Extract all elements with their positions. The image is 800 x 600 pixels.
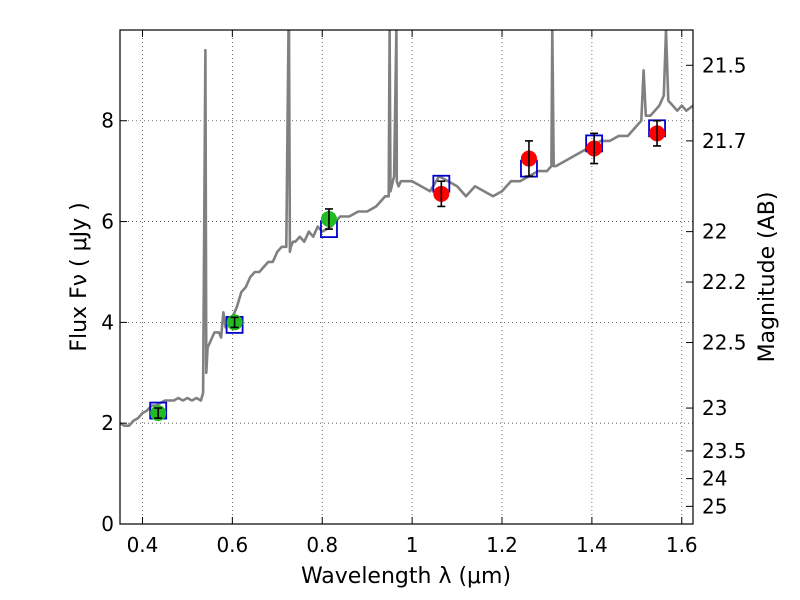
x-tick-label: 1.6 [666, 533, 698, 557]
series-group [120, 30, 693, 428]
right-tick-label: 23.5 [702, 439, 747, 463]
x-tick-label: 0.8 [306, 533, 338, 557]
right-tick-label: 22 [702, 220, 727, 244]
right-tick-label: 25 [702, 494, 727, 518]
x-tick-label: 0.4 [127, 533, 159, 557]
x-tick-label: 1 [406, 533, 419, 557]
spectrum-line [120, 30, 693, 428]
y-tick-label: 2 [101, 411, 114, 435]
x-tick-label: 0.6 [216, 533, 248, 557]
x-tick-label: 1.2 [486, 533, 518, 557]
right-tick-label: 22.2 [702, 270, 747, 294]
plot-frame [119, 29, 694, 525]
x-axis-label: Wavelength λ (μm) [301, 564, 511, 589]
plot-area [120, 30, 693, 428]
y-axis-label: Flux Fν ( μJy ) [67, 202, 92, 351]
right-tick-label: 21.7 [702, 129, 747, 153]
right-tick-label: 24 [702, 467, 727, 491]
y-tick-label: 8 [101, 109, 114, 133]
y-tick-label: 0 [101, 512, 114, 536]
axes: 0.4 0.6 0.8 1 1.2 1.4 1.60246821.521.72222.222… [101, 30, 747, 557]
right-tick-label: 23 [702, 396, 727, 420]
right-axis-label: Magnitude (AB) [755, 192, 780, 363]
x-tick-label: 1.4 [576, 533, 608, 557]
y-tick-label: 4 [101, 310, 114, 334]
right-tick-label: 21.5 [702, 53, 747, 77]
right-tick-label: 22.5 [702, 331, 747, 355]
y-tick-label: 6 [101, 210, 114, 234]
